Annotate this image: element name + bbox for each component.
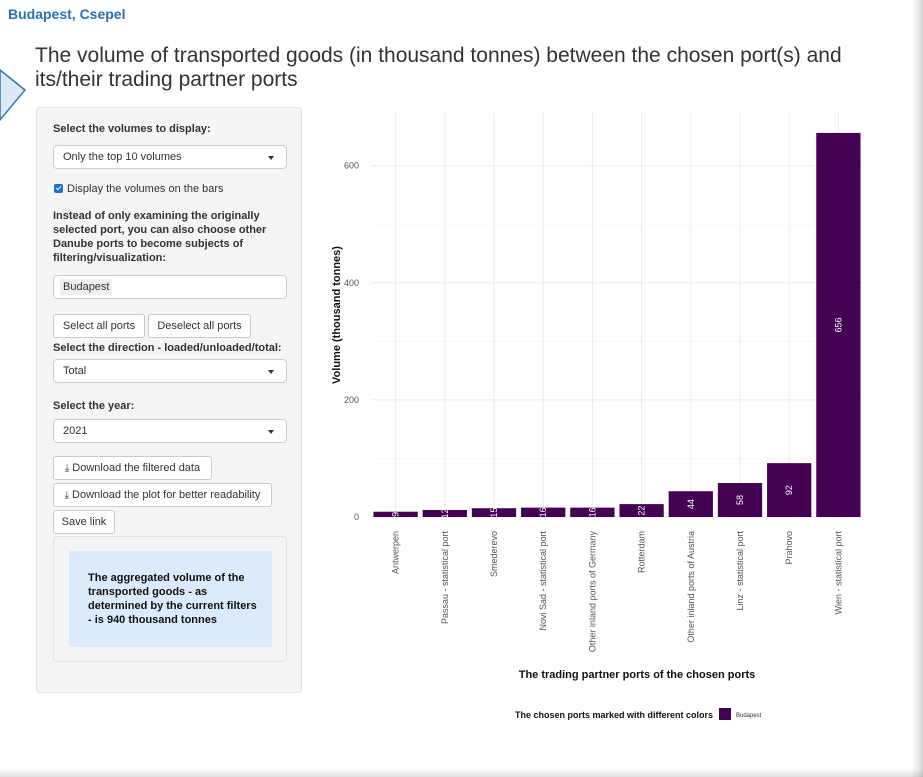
bar: [521, 507, 566, 517]
x-tick-label: Novi Sad - statistical port: [538, 531, 548, 631]
x-tick-label: Linz - statistical port: [735, 531, 745, 611]
aggregate-info-box: The aggregated volume of the transported…: [69, 551, 272, 647]
y-tick-label: 600: [344, 161, 359, 171]
volume-bar-chart: 0 200 400 600 9 Antwerpen 12 Passau - statistic…: [331, 113, 863, 720]
x-tick-label: Prahovo: [784, 531, 794, 565]
year-label: Select the year:: [53, 400, 135, 412]
bar-value-label: 12: [440, 508, 450, 518]
x-tick-label: Rotterdam: [637, 531, 647, 573]
page-title: The volume of transported goods (in thou…: [35, 44, 842, 91]
download-plot-button[interactable]: ⤓ Download the plot for better readabilit…: [53, 483, 272, 507]
display-volumes-label: Display the volumes on the bars: [67, 183, 224, 195]
bar-value-label: 44: [686, 499, 696, 509]
caret-down-icon: [268, 370, 274, 374]
x-tick-label: Wien - statistical port: [833, 531, 843, 615]
legend-title: The chosen ports marked with different c…: [515, 710, 713, 720]
bar-value-label: 656: [833, 317, 843, 332]
x-axis-title: The trading partner ports of the chosen …: [519, 669, 756, 681]
bar-value-label: 92: [784, 485, 794, 495]
volumes-select-value: Only the top 10 volumes: [63, 151, 182, 163]
caret-down-icon: [268, 430, 274, 434]
direction-select-value: Total: [63, 365, 87, 377]
ports-multiselect[interactable]: Budapest: [53, 275, 287, 299]
bar-value-label: 16: [587, 507, 597, 517]
bar: [767, 463, 812, 517]
bar-value-label: 9: [391, 512, 401, 517]
volumes-label: Select the volumes to display:: [53, 123, 211, 135]
bar: [471, 508, 517, 517]
select-all-ports-button[interactable]: Select all ports: [53, 314, 145, 338]
x-tick-label: Other inland ports of Germany: [587, 531, 597, 653]
bar: [668, 491, 713, 517]
x-tick-label: Smederevo: [489, 531, 499, 577]
y-tick-label: 200: [344, 395, 359, 405]
bar-value-label: 58: [735, 495, 745, 505]
download-data-label: Download the filtered data: [72, 462, 201, 474]
deselect-all-ports-button[interactable]: Deselect all ports: [148, 314, 251, 338]
caret-down-icon: [268, 156, 274, 160]
legend-swatch: [719, 708, 731, 720]
checkbox-checked-icon: [54, 184, 63, 193]
y-tick-label: 0: [354, 512, 359, 522]
callout-arrow-shape: [0, 69, 27, 122]
download-icon: ⤓: [64, 463, 70, 474]
bar: [619, 504, 664, 517]
download-plot-label: Download the plot for better readability: [72, 489, 261, 501]
filter-sidebar: Select the volumes to display: Only the …: [36, 107, 302, 693]
window-shadow-right: [911, 0, 923, 777]
bar: [816, 132, 861, 518]
window-shadow-bottom: [0, 769, 923, 777]
bar-value-label: 16: [538, 507, 548, 517]
ports-instruction-text: Instead of only examining the originally…: [53, 210, 267, 264]
display-volumes-checkbox[interactable]: Display the volumes on the bars: [54, 183, 224, 195]
year-select[interactable]: 2021: [53, 419, 287, 443]
x-tick-label: Other inland ports of Austria: [686, 531, 696, 643]
x-tick-label: Passau - statistical port: [440, 531, 450, 625]
download-icon: ⤓: [64, 490, 70, 501]
direction-select[interactable]: Total: [53, 359, 287, 383]
download-data-button[interactable]: ⤓ Download the filtered data: [53, 456, 212, 480]
port-token[interactable]: Budapest: [60, 279, 113, 295]
bar: [373, 511, 418, 517]
bar-value-label: 22: [637, 506, 647, 516]
legend-series-label: Budapest: [736, 713, 762, 719]
x-tick-label: Antwerpen: [391, 531, 401, 574]
direction-label: Select the direction - loaded/unloaded/t…: [53, 342, 282, 354]
bar: [570, 507, 615, 517]
bar-value-label: 15: [489, 508, 499, 518]
bar: [422, 509, 467, 517]
aggregate-text: The aggregated volume of the transported…: [88, 572, 257, 626]
y-axis-title: Volume (thousand tonnes): [331, 246, 343, 384]
aggregate-panel: The aggregated volume of the transported…: [53, 536, 287, 662]
breadcrumb[interactable]: Budapest, Csepel: [8, 6, 126, 22]
year-select-value: 2021: [63, 425, 88, 437]
y-tick-label: 400: [344, 278, 359, 288]
volumes-select[interactable]: Only the top 10 volumes: [53, 145, 287, 169]
bar: [717, 483, 763, 517]
save-link-button[interactable]: Save link: [53, 510, 115, 534]
